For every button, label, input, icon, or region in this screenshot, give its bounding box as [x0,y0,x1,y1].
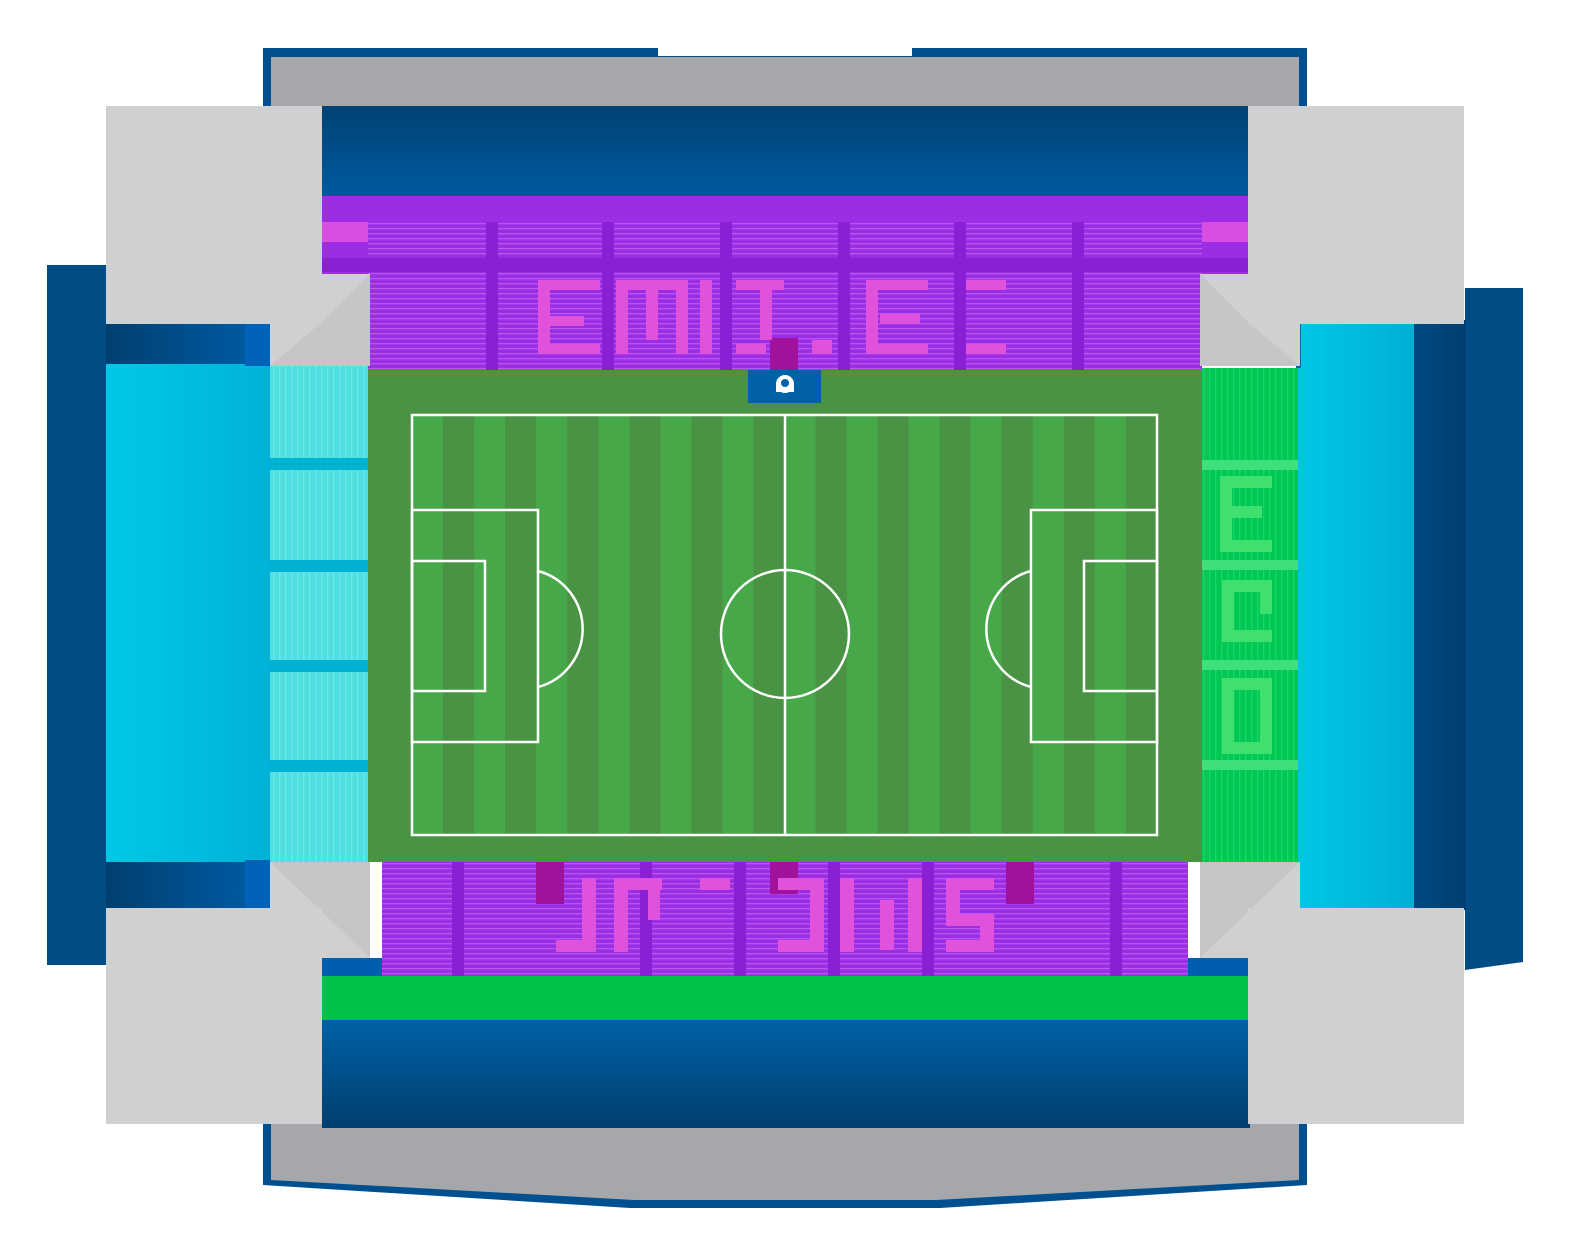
west-blue-gap-top [245,320,273,366]
pitch-stripe [1094,415,1127,835]
corner-block-se [1248,908,1464,1124]
east-lower-tier-aisles [1200,460,1298,770]
club-crest-icon [748,370,821,403]
right-goal-area [1082,559,1159,693]
pitch-stripe [846,415,879,835]
corner-block-nw [106,106,322,324]
section-east-lower-tier[interactable] [1200,368,1298,862]
pitch-stripe [443,415,475,835]
pitch-stripe [1125,415,1158,835]
ramp-nw-shade [270,274,370,366]
pitch-stripe [877,415,910,835]
pitch-stripe [815,415,848,835]
pitch-stripe [629,415,661,835]
north-seat-pattern [538,280,1006,354]
stadium-roof [271,57,1299,1200]
pitch-stripe [660,415,692,835]
west-lower-tier-aisles [270,458,370,772]
right-penalty-arc [985,569,1032,689]
crest-base [776,386,794,392]
south-lower-edge-right [1188,958,1250,976]
pitch-stripe [505,415,537,835]
pitch-stripe [722,415,754,835]
pitch-stripe [753,415,785,835]
north-lower-tier-block-dividers [486,222,1084,370]
pitch-stripe [784,415,817,835]
pitch-stripe [939,415,972,835]
crest-center [781,379,789,387]
roof-top [271,57,1299,110]
corner-block-sw [106,908,322,1124]
section-west-lower-tier[interactable] [270,366,370,862]
left-goal-area [410,559,487,693]
north-lower-tier-end-right [1202,222,1250,242]
pitch-stripe [1063,415,1096,835]
pitch-stripe [598,415,630,835]
pitch-markings [410,413,1159,837]
pitch-stripe [536,415,568,835]
left-penalty-arc [537,569,584,689]
south-lower-edge-left [322,958,382,976]
south-lower-tier-block-dividers [452,862,1122,976]
south-tunnel-left [536,862,564,904]
outer-left-wall [47,265,110,965]
north-lower-tier-end-left [322,222,368,242]
pitch-stripe [1001,415,1034,835]
corner-block-ne [1248,106,1464,324]
pitch-stripes [412,415,1158,835]
north-tunnel [770,338,798,370]
north-front-rows [368,222,1202,258]
pitch-stripe [691,415,723,835]
outer-right-wall [1465,288,1523,970]
north-lower-tier-aisle [322,258,1250,272]
pitch-stripe [474,415,506,835]
pitch-stripe [1032,415,1065,835]
section-north-upper-tier[interactable] [322,106,1250,198]
pitch [368,370,1202,862]
west-blue-gap-bottom [245,860,273,910]
section-east-upper-tier[interactable] [1298,322,1414,910]
section-west-upper-tier[interactable] [106,364,272,862]
south-seat-pattern [556,878,994,952]
ramp-ne-shade [1200,274,1300,366]
east-seat-pattern [1220,476,1272,754]
center-circle [719,568,851,700]
corner-blocks [106,106,1464,1124]
section-south-upper-tier-blue[interactable] [322,1018,1250,1128]
pitch-stripe [412,415,444,835]
south-tunnel-right [1006,862,1034,904]
roof-bottom [271,1120,1299,1200]
section-south-upper-tier[interactable] [322,976,1250,1020]
pitch-stripe [908,415,941,835]
